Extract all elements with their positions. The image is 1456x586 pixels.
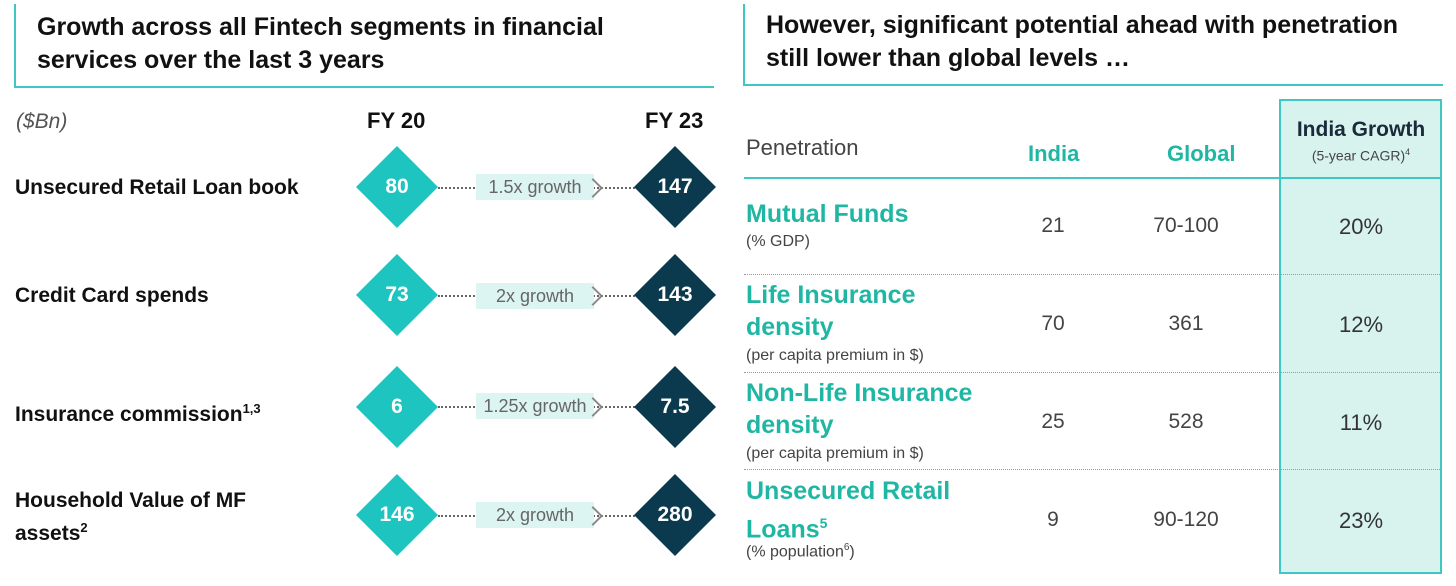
header-divider: [744, 177, 1442, 179]
india-value: 70: [1041, 312, 1065, 335]
global-value: 90-120: [1153, 508, 1219, 531]
india-growth-value: 11%: [1339, 410, 1383, 435]
fy20-value: 6: [391, 395, 403, 418]
row-name-unsecured-retail-loans: Unsecured Retail Loans5: [746, 477, 951, 544]
global-value: 70-100: [1153, 214, 1219, 237]
india-growth-value: 12%: [1338, 312, 1384, 337]
fy-start-label: FY 20: [367, 108, 426, 133]
row-sub: (% population6): [746, 542, 855, 561]
fy-end-label: FY 23: [645, 108, 704, 133]
fy20-value: 146: [379, 503, 415, 526]
col-header-global: Global: [1167, 141, 1236, 166]
fy23-value: 280: [657, 503, 693, 526]
row-label-household-mf: Household Value of MF assets2: [15, 489, 247, 545]
col-header-penetration: Penetration: [746, 135, 859, 160]
col-subheader-cagr: (5-year CAGR)4: [1311, 147, 1411, 164]
right-header-frame: [743, 4, 1443, 86]
india-value: 25: [1041, 410, 1065, 433]
growth-badge: 2x growth: [476, 283, 594, 309]
right-header-title: However, significant potential ahead wit…: [766, 11, 1399, 72]
row-sub: (per capita premium in $): [746, 347, 924, 364]
india-value: 9: [1047, 508, 1059, 531]
row-label-insurance-commission: Insurance commission1,3: [15, 401, 261, 426]
global-value: 528: [1168, 410, 1204, 433]
fy20-value: 80: [385, 175, 409, 198]
row-divider: [744, 274, 1442, 275]
unit-label: ($Bn): [16, 110, 68, 133]
row-name-mutual-funds: Mutual Funds: [746, 200, 909, 228]
india-growth-value: 20%: [1338, 214, 1384, 239]
col-header-india-growth: India Growth: [1296, 118, 1426, 141]
fy23-value: 147: [657, 175, 693, 198]
row-divider: [744, 372, 1442, 373]
global-value: 361: [1168, 312, 1204, 335]
row-divider: [744, 469, 1442, 470]
growth-badge: 1.5x growth: [476, 174, 594, 200]
row-sub: (% GDP): [746, 233, 810, 250]
growth-badge: 2x growth: [476, 502, 594, 528]
row-sub: (per capita premium in $): [746, 445, 924, 462]
fy23-value: 7.5: [660, 395, 690, 418]
col-header-india: India: [1028, 141, 1080, 166]
left-header-frame: [14, 4, 714, 88]
india-growth-value: 23%: [1338, 508, 1384, 533]
growth-badge: 1.25x growth: [476, 393, 594, 419]
india-value: 21: [1041, 214, 1065, 237]
row-name-life-insurance: Life Insurance density: [746, 281, 916, 341]
fy20-value: 73: [385, 283, 409, 306]
row-name-non-life-insurance: Non-Life Insurance density: [746, 379, 973, 439]
row-label-unsecured-loan: Unsecured Retail Loan book: [15, 176, 299, 199]
fy23-value: 143: [657, 283, 693, 306]
left-header-title: Growth across all Fintech segments in fi…: [37, 13, 604, 74]
row-label-credit-card: Credit Card spends: [15, 284, 209, 307]
